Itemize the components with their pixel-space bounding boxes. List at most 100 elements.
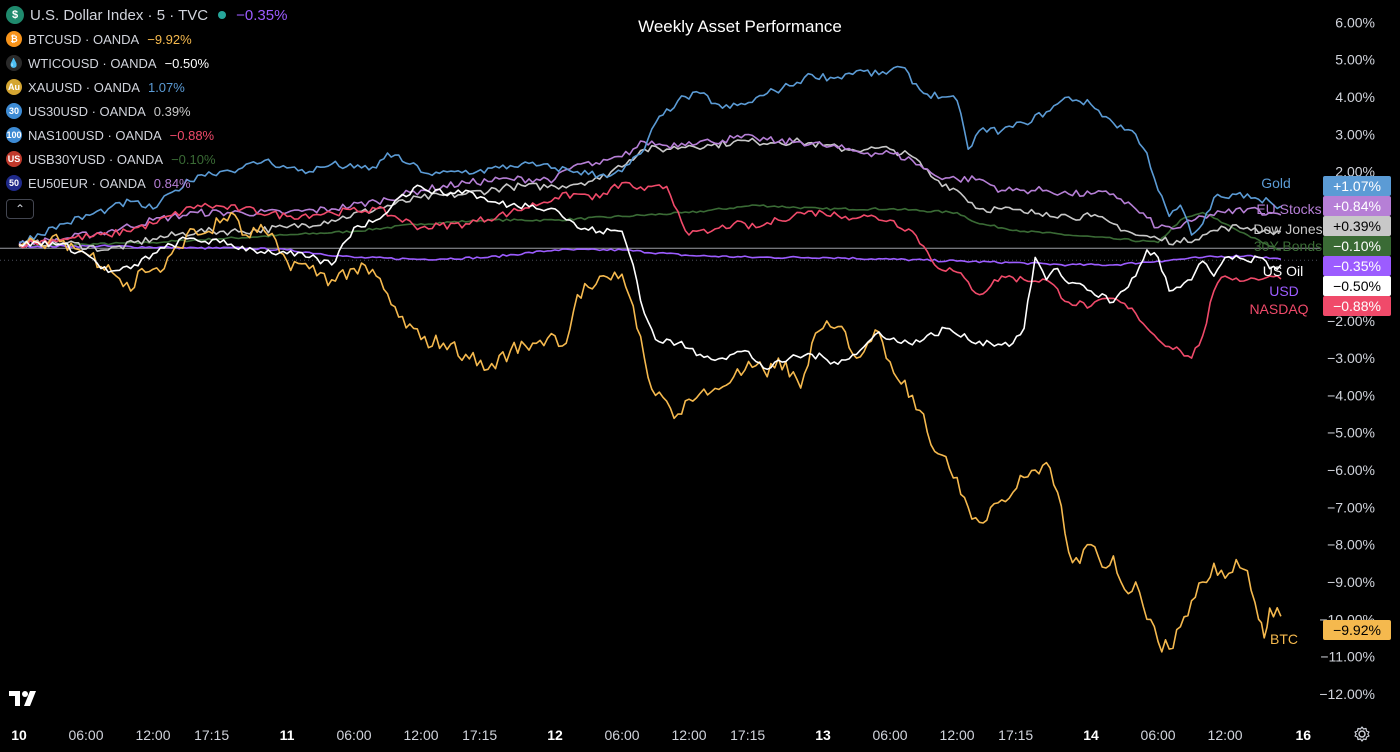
- series-label-oil: US Oil: [1263, 263, 1303, 279]
- chart-title: Weekly Asset Performance: [638, 17, 842, 36]
- value-badge-dow: [1323, 216, 1391, 236]
- dollar-icon: $: [6, 6, 24, 24]
- value-badge-text-btc: −9.92%: [1333, 622, 1381, 638]
- legend-symbol-name: USB30YUSD · OANDA: [28, 151, 164, 167]
- x-axis-tick-label: 12:00: [1208, 727, 1243, 743]
- x-axis-tick-label: 12:00: [672, 727, 707, 743]
- x-axis-tick-label: 06:00: [336, 727, 371, 743]
- y-axis-tick-label: 6.00%: [1335, 14, 1375, 30]
- legend-row-bitcoin[interactable]: ₿ BTCUSD · OANDA −9.92%: [6, 27, 287, 51]
- value-badge-text-eu: +0.84%: [1333, 198, 1381, 214]
- y-axis-tick-label: −6.00%: [1327, 462, 1375, 478]
- y-axis-tick-label: 5.00%: [1335, 52, 1375, 68]
- value-badge-text-nasdaq: −0.88%: [1333, 298, 1381, 314]
- live-status-dot: [218, 11, 227, 19]
- y-axis-tick-label: 4.00%: [1335, 89, 1375, 105]
- y-axis-tick-label: −12.00%: [1319, 686, 1375, 702]
- main-symbol-name: U.S. Dollar Index · 5 · TVC: [30, 6, 209, 24]
- bitcoin-icon: ₿: [6, 31, 22, 47]
- x-axis-tick-label: 06:00: [68, 727, 103, 743]
- legend-symbol-change: 0.84%: [153, 175, 191, 191]
- value-badge-eu: [1323, 196, 1391, 216]
- series-label-dow: Dow Jones: [1253, 221, 1322, 237]
- y-axis-tick-label: −8.00%: [1327, 537, 1375, 553]
- value-badge-text-oil: −0.50%: [1333, 278, 1381, 294]
- value-badge-bonds: [1323, 236, 1391, 256]
- legend-symbol-change: −9.92%: [147, 31, 192, 47]
- legend-symbol-name: NAS100USD · OANDA: [28, 127, 162, 143]
- y-axis-tick-label: −3.00%: [1327, 350, 1375, 366]
- x-axis-tick-label: 12:00: [940, 727, 975, 743]
- legend-symbol-name: US30USD · OANDA: [28, 103, 146, 119]
- legend-row-dow-30[interactable]: 30 US30USD · OANDA 0.39%: [6, 99, 287, 123]
- y-axis-tick-label: −11.00%: [1320, 649, 1375, 665]
- series-line-gold: [18, 65, 1282, 244]
- value-badge-btc: [1323, 620, 1391, 640]
- legend-symbol-change: −0.50%: [164, 55, 210, 71]
- legend-row-eu-50[interactable]: 50 EU50EUR · OANDA 0.84%: [6, 171, 287, 195]
- y-axis-tick-label: −5.00%: [1327, 425, 1375, 441]
- series-line-nasdaq: [18, 181, 1282, 359]
- series-label-usd: USD: [1269, 283, 1299, 299]
- symbol-legend: $ U.S. Dollar Index · 5 · TVC −0.35% ₿ BT…: [6, 3, 287, 219]
- oil-drop-icon: 💧: [6, 55, 22, 71]
- series-label-eu: EU Stocks: [1256, 201, 1321, 217]
- legend-symbol-name: BTCUSD · OANDA: [28, 31, 140, 47]
- legend-row-main-symbol[interactable]: $ U.S. Dollar Index · 5 · TVC −0.35%: [6, 3, 287, 27]
- value-badge-nasdaq: [1323, 296, 1391, 316]
- x-axis-tick-label: 06:00: [605, 727, 640, 743]
- y-axis-tick-label: −7.00%: [1327, 499, 1375, 515]
- legend-symbol-change: −0.10%: [171, 151, 216, 167]
- x-axis-tick-label: 17:15: [730, 727, 765, 743]
- value-badge-text-bonds: −0.10%: [1333, 238, 1381, 254]
- legend-symbol-name: EU50EUR · OANDA: [28, 175, 146, 191]
- value-badge-oil: [1323, 276, 1391, 296]
- series-line-bonds: [18, 204, 1281, 251]
- series-label-btc: BTC: [1270, 631, 1298, 647]
- value-badge-usd: [1323, 256, 1391, 276]
- x-axis-tick-label: 17:15: [194, 727, 229, 743]
- x-axis-tick-label: 16: [1295, 727, 1311, 743]
- legend-symbol-change: 0.39%: [153, 103, 191, 119]
- legend-symbol-change: −0.88%: [169, 127, 215, 143]
- legend-row-oil-drop[interactable]: 💧 WTICOUSD · OANDA −0.50%: [6, 51, 287, 75]
- value-badge-gold: [1323, 176, 1391, 196]
- y-axis-tick-label: 3.00%: [1335, 126, 1375, 142]
- y-axis-tick-label: −2.00%: [1327, 313, 1375, 329]
- chevron-up-icon: ⌃: [14, 202, 26, 216]
- y-axis-tick-label: −4.00%: [1327, 387, 1375, 403]
- legend-collapse-button[interactable]: ⌃: [6, 199, 34, 219]
- x-axis-tick-label: 10: [11, 727, 27, 743]
- us-flag-icon: US: [6, 151, 22, 167]
- x-axis-tick-label: 11: [280, 727, 295, 743]
- y-axis-tick-label: −9.00%: [1327, 574, 1375, 590]
- legend-row-us-flag[interactable]: US USB30YUSD · OANDA −0.10%: [6, 147, 287, 171]
- x-axis-tick-label: 12:00: [135, 727, 170, 743]
- series-label-gold: Gold: [1261, 175, 1291, 191]
- x-axis-tick-label: 13: [815, 727, 831, 743]
- x-axis-tick-label: 12:00: [403, 727, 438, 743]
- settings-gear-icon[interactable]: [1352, 724, 1372, 744]
- series-label-nasdaq: NASDAQ: [1249, 301, 1308, 317]
- value-badge-text-gold: +1.07%: [1333, 178, 1381, 194]
- series-line-btc: [18, 211, 1282, 653]
- value-badge-text-dow: +0.39%: [1333, 218, 1381, 234]
- series-line-usd: [18, 244, 1282, 267]
- gold-bars-icon: Au: [6, 79, 22, 95]
- series-line-eu: [18, 133, 1282, 248]
- main-symbol-change: −0.35%: [236, 6, 288, 24]
- series-line-dow: [18, 137, 1282, 252]
- x-axis-tick-label: 17:15: [998, 727, 1033, 743]
- y-axis-tick-label: 2.00%: [1335, 164, 1375, 180]
- tradingview-logo-icon[interactable]: [8, 688, 42, 708]
- eu-50-icon: 50: [6, 175, 22, 191]
- legend-symbol-name: WTICOUSD · OANDA: [28, 55, 157, 71]
- legend-symbol-change: 1.07%: [147, 79, 185, 95]
- x-axis-tick-label: 14: [1083, 727, 1099, 743]
- legend-row-gold-bars[interactable]: Au XAUUSD · OANDA 1.07%: [6, 75, 287, 99]
- x-axis-tick-label: 17:15: [462, 727, 497, 743]
- nasdaq-100-icon: 100: [6, 127, 22, 143]
- x-axis-tick-label: 06:00: [1141, 727, 1176, 743]
- legend-row-nasdaq-100[interactable]: 100 NAS100USD · OANDA −0.88%: [6, 123, 287, 147]
